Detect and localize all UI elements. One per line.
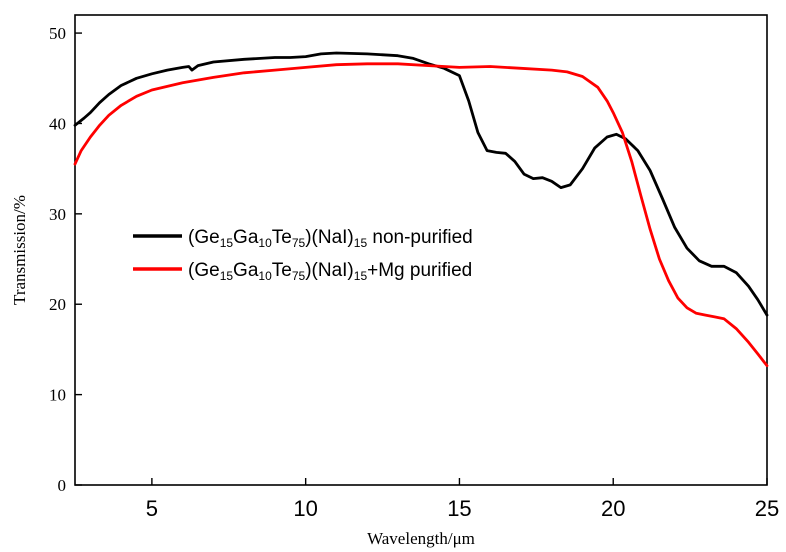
x-tick-label: 15 <box>447 496 471 521</box>
x-tick-label: 10 <box>293 496 317 521</box>
legend-label-mg-purified: (Ge15Ga10Te75)(NaI)15+Mg purified <box>188 260 472 283</box>
plot-frame <box>74 14 768 486</box>
y-tick-label: 30 <box>49 205 66 224</box>
x-tick-label: 20 <box>601 496 625 521</box>
series-line-non-purified <box>73 51 769 317</box>
legend-label-non-purified: (Ge15Ga10Te75)(NaI)15 non-purified <box>188 227 473 250</box>
x-tick-label: 5 <box>146 496 158 521</box>
y-tick-label: 50 <box>49 24 66 43</box>
y-tick-label: 0 <box>58 476 67 495</box>
y-tick-label: 40 <box>49 114 66 133</box>
legend: (Ge15Ga10Te75)(NaI)15 non-purified (Ge15… <box>133 227 473 283</box>
y-tick-label: 20 <box>49 295 66 314</box>
plot-lines <box>73 51 769 368</box>
y-tick-label: 10 <box>49 386 66 405</box>
y-axis-label: Transmission/% <box>10 195 29 305</box>
series-line-mg-purified <box>73 62 769 368</box>
x-axis-label: Wavelength/μm <box>367 529 475 548</box>
x-tick-label: 25 <box>755 496 779 521</box>
x-axis-ticks: 5 10 15 20 25 <box>146 478 779 521</box>
y-axis-ticks: 0 10 20 30 40 50 <box>49 24 82 495</box>
